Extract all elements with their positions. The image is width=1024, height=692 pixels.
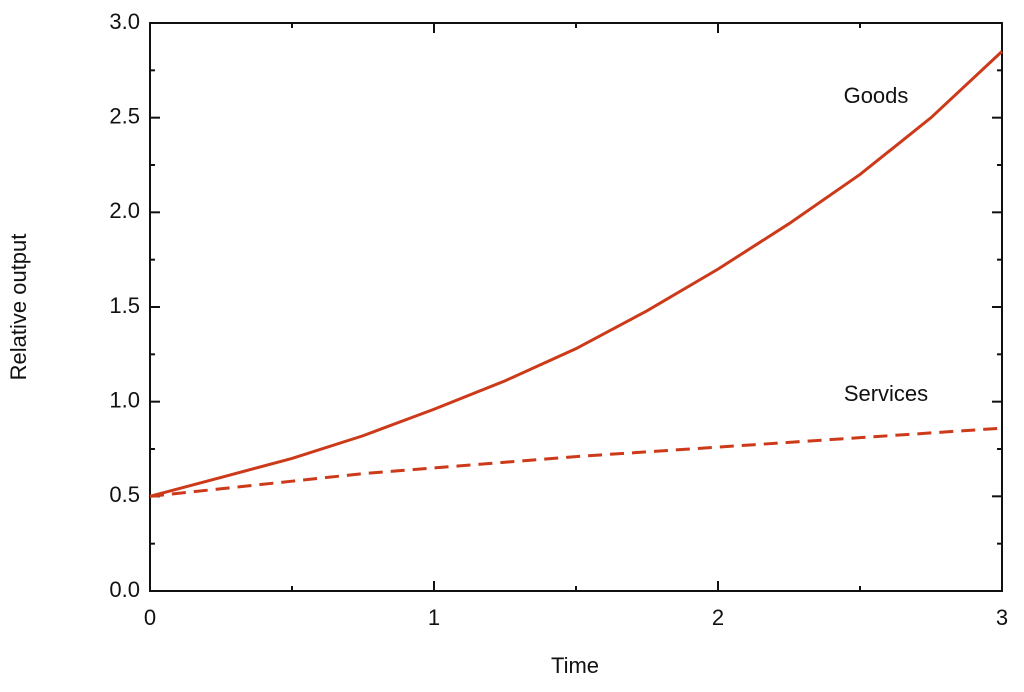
y-tick-label: 1.5 [109, 293, 140, 318]
y-tick-label: 0.5 [109, 482, 140, 507]
series-label: Services [844, 381, 928, 406]
x-tick-label: 0 [144, 605, 156, 630]
series-line [149, 50, 1004, 498]
x-tick-label: 1 [428, 605, 440, 630]
x-tick-label: 2 [712, 605, 724, 630]
y-tick-label: 3.0 [109, 9, 140, 34]
y-axis-title: Relative output [6, 234, 31, 381]
series-label: Goods [844, 83, 909, 108]
x-axis-title: Time [551, 653, 599, 678]
y-tick-label: 2.0 [109, 198, 140, 223]
x-tick-label: 3 [996, 605, 1008, 630]
series-line [149, 426, 1003, 498]
y-tick-label: 0.0 [109, 577, 140, 602]
plot-frame [149, 22, 1003, 592]
y-tick-label: 1.0 [109, 387, 140, 412]
y-tick-label: 2.5 [109, 103, 140, 128]
